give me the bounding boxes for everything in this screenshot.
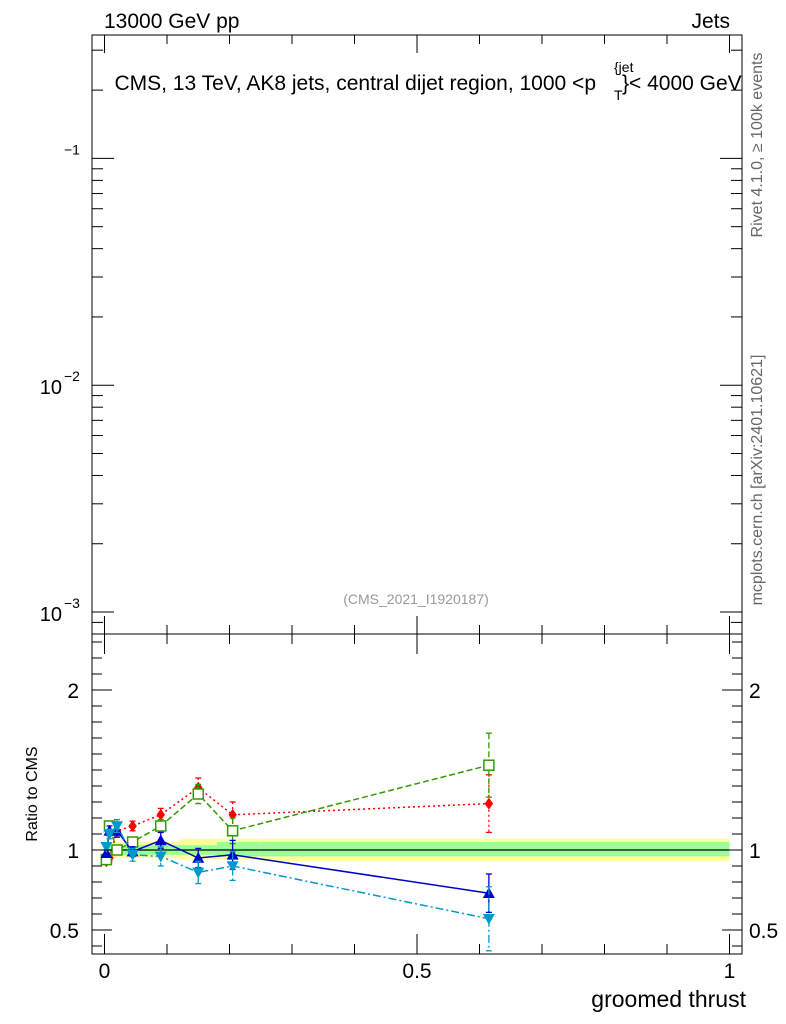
main-y-tick-label-base: 10 [40, 377, 62, 399]
header-left-label: 13000 GeV pp [104, 10, 239, 33]
reference-inner-band [260, 842, 730, 857]
main-y-tick-label-exponent: −1 [64, 141, 80, 157]
mcplots-label: mcplots.cern.ch [arXiv:2401.10621] [749, 355, 766, 606]
marker-open-square [483, 759, 495, 771]
marker-triangle-up [154, 834, 167, 846]
marker-triangle-down [154, 851, 167, 863]
main-y-tick-label-exponent: −3 [64, 595, 80, 611]
marker-open-square [226, 825, 239, 837]
ratio-y-tick-label-right: 2 [749, 680, 761, 703]
series-blue-triangle-up [100, 823, 495, 914]
ratio-x-tick-label: 0 [99, 960, 111, 983]
series-cyan-triangle-down [100, 818, 495, 952]
header-right-label: Jets [691, 10, 730, 33]
marker-triangle-up [192, 852, 205, 863]
marker-triangle-down [482, 914, 495, 925]
marker-triangle-down [100, 842, 113, 853]
plot-title: CMS, 13 TeV, AK8 jets, central dijet reg… [114, 59, 741, 103]
ratio-y-tick-label-right: 1 [749, 840, 761, 863]
ratio-series-group [100, 732, 495, 952]
main-panel-ticks: −110−210−3 [40, 35, 742, 635]
ratio-y-tick-label: 2 [67, 680, 79, 703]
main-panel-frame [91, 34, 743, 635]
ratio-panel-ticks: 0.5 0.5 1 1 2 2 0 0.5 1 [50, 634, 778, 983]
title-end: }< 4000 GeV [622, 72, 742, 95]
ratio-panel-frame [91, 633, 743, 955]
marker-open-square [126, 836, 139, 848]
ratio-y-tick-label: 1 [67, 840, 79, 863]
marker-diamond [484, 797, 494, 810]
title-main: CMS, 13 TeV, AK8 jets, central dijet reg… [114, 72, 596, 95]
marker-diamond [128, 820, 137, 832]
ratio-x-tick-label: 1 [724, 960, 736, 983]
main-y-tick-label-exponent: −2 [64, 368, 80, 384]
marker-triangle-down [226, 861, 239, 872]
marker-diamond [228, 808, 237, 821]
marker-triangle-down [126, 850, 139, 861]
ratio-y-tick-label: 0.5 [50, 920, 79, 943]
watermark-label: (CMS_2021_I1920187) [343, 591, 489, 607]
marker-open-square [111, 844, 123, 856]
marker-triangle-down [103, 829, 116, 840]
main-y-tick-label-base: 10 [40, 604, 62, 626]
marker-open-square [192, 788, 204, 800]
rivet-version-label: Rivet 4.1.0, ≥ 100k events [749, 53, 766, 238]
marker-triangle-down [111, 821, 123, 832]
marker-open-square [155, 820, 167, 832]
title-superscript: {jet [614, 59, 634, 75]
x-axis-label: groomed thrust [591, 986, 746, 1012]
main-panel: −110−210−3 (CMS_2021_I1920187) [40, 34, 743, 635]
reference-inner-band [217, 842, 261, 857]
ratio-x-tick-label: 0.5 [402, 960, 431, 983]
ratio-panel: 0.5 0.5 1 1 2 2 0 0.5 1 Ratio to CMS groomed thr… [24, 633, 778, 1012]
series-line-cyan-triangle-down [105, 824, 490, 920]
ratio-y-tick-label-right: 0.5 [749, 920, 778, 943]
marker-triangle-down [192, 867, 205, 879]
marker-diamond [156, 808, 165, 821]
title-subscript: T [614, 87, 623, 103]
ratio-y-axis-label: Ratio to CMS [24, 746, 41, 841]
